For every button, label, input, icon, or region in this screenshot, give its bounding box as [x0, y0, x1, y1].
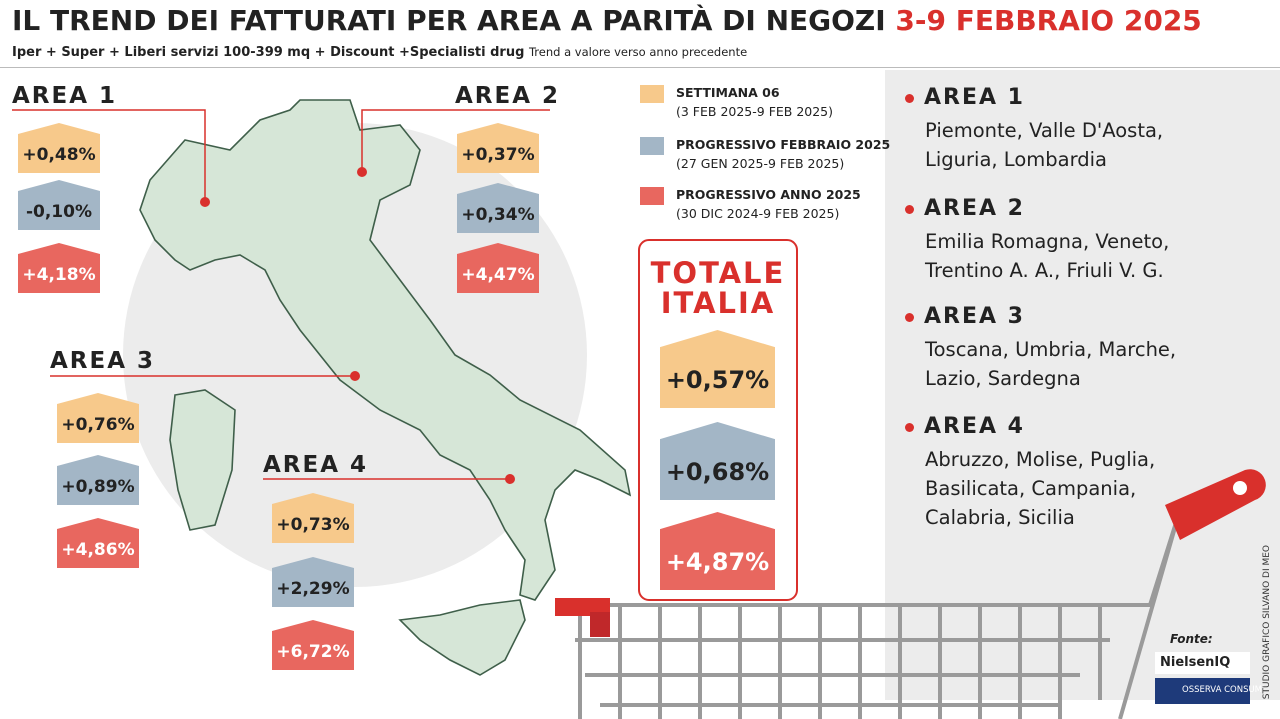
credit: STUDIO GRAFICO SILVANO DI MEO: [1262, 545, 1272, 700]
subtitle: Iper + Super + Liberi servizi 100-399 mq…: [12, 45, 747, 60]
legend-period: (3 FEB 2025-9 FEB 2025): [676, 104, 834, 119]
area-value: +0,48%: [18, 123, 100, 173]
legend-period: (30 DIC 2024-9 FEB 2025): [676, 206, 840, 221]
cart-bumper: [590, 612, 610, 637]
region-line: Calabria, Sicilia: [925, 506, 1075, 529]
legend-label: SETTIMANA 06: [676, 85, 780, 100]
subtitle-note: Trend a valore verso anno precedente: [528, 45, 748, 59]
region-heading: AREA 1: [905, 85, 1025, 110]
area-value: +0,76%: [57, 393, 139, 443]
area-label: AREA 2: [455, 83, 561, 109]
area-value: +4,47%: [457, 243, 539, 293]
legend-swatch: [640, 187, 664, 205]
divider: [0, 67, 1280, 68]
region-line: Trentino A. A., Friuli V. G.: [925, 259, 1164, 282]
total-value: +4,87%: [660, 512, 775, 590]
logo-osserva: OSSERVA CONSUMI: [1182, 685, 1265, 695]
area-value: +0,37%: [457, 123, 539, 173]
total-title: ITALIA: [660, 286, 776, 320]
cart-handle-hole: [1233, 481, 1247, 495]
region-panel: [885, 70, 1280, 700]
source-label: Fonte:: [1170, 632, 1213, 646]
area-value: -0,10%: [18, 180, 100, 230]
area-value: +0,89%: [57, 455, 139, 505]
legend-label: PROGRESSIVO ANNO 2025: [676, 187, 861, 202]
region-line: Lazio, Sardegna: [925, 367, 1081, 390]
region-heading: AREA 2: [905, 196, 1025, 221]
area-value: +0,73%: [272, 493, 354, 543]
logo-box: [1155, 678, 1250, 704]
region-line: Piemonte, Valle D'Aosta,: [925, 119, 1164, 142]
logo-box: [1155, 652, 1250, 674]
legend-period: (27 GEN 2025-9 FEB 2025): [676, 156, 845, 171]
area-value: +4,18%: [18, 243, 100, 293]
region-heading: AREA 4: [905, 414, 1025, 439]
title: IL TREND DEI FATTURATI PER AREA A PARITÀ…: [12, 4, 1202, 37]
region-line: Liguria, Lombardia: [925, 148, 1107, 171]
area-value: +0,34%: [457, 183, 539, 233]
leader-lines: [12, 109, 550, 480]
cart-bumper: [555, 598, 610, 616]
total-value: +0,57%: [660, 330, 775, 408]
area-value: +6,72%: [272, 620, 354, 670]
cart: [560, 509, 1182, 719]
title-text: IL TREND DEI FATTURATI PER AREA A PARITÀ…: [12, 4, 886, 37]
area-dots: [200, 167, 515, 484]
logo-nielsen: NielsenIQ: [1160, 655, 1231, 670]
region-line: Toscana, Umbria, Marche,: [925, 338, 1177, 361]
region-line: Emilia Romagna, Veneto,: [925, 230, 1170, 253]
legend-label: PROGRESSIVO FEBBRAIO 2025: [676, 137, 891, 152]
total-title: TOTALE: [650, 256, 786, 290]
total-value: +0,68%: [660, 422, 775, 500]
region-line: Abruzzo, Molise, Puglia,: [925, 448, 1156, 471]
legend-swatch: [640, 137, 664, 155]
area-label: AREA 1: [12, 83, 118, 109]
area-label: AREA 4: [263, 452, 369, 478]
area-value: +2,29%: [272, 557, 354, 607]
legend-swatch: [640, 85, 664, 103]
region-heading: AREA 3: [905, 304, 1025, 329]
total-box: [638, 239, 798, 601]
subtitle-text: Iper + Super + Liberi servizi 100-399 mq…: [12, 45, 525, 60]
area-value: +4,86%: [57, 518, 139, 568]
region-line: Basilicata, Campania,: [925, 477, 1137, 500]
area-label: AREA 3: [50, 348, 156, 374]
title-date: 3-9 FEBBRAIO 2025: [895, 4, 1202, 37]
